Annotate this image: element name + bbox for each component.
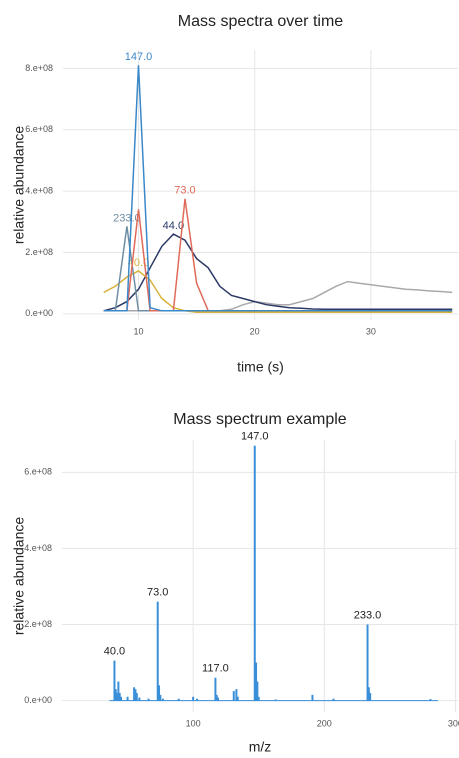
peak-label: 73.0 (147, 587, 168, 599)
bar (133, 687, 136, 701)
bar (253, 445, 256, 701)
x-axis-label: m/z (249, 739, 272, 755)
bar (369, 692, 372, 701)
y-tick-label: 8.e+08 (25, 63, 53, 73)
x-tick-label: 30 (366, 326, 376, 336)
bar (159, 694, 162, 701)
bar (366, 624, 369, 701)
bar (215, 694, 218, 701)
chart-title: Mass spectrum example (173, 411, 346, 428)
bar (156, 601, 159, 701)
y-tick-label: 4.e+08 (24, 543, 52, 553)
x-tick-label: 300 (448, 718, 459, 728)
peak-label: 40.0 (104, 646, 125, 658)
x-tick-label: 20 (250, 326, 260, 336)
bar (274, 699, 277, 701)
x-tick-label: 10 (134, 326, 144, 336)
peak-label: 233.0 (354, 609, 382, 621)
x-tick-label: 200 (317, 718, 332, 728)
bar (196, 698, 199, 701)
series-line (103, 226, 453, 312)
bar (232, 691, 235, 701)
bar (217, 697, 220, 701)
bar (256, 681, 259, 701)
y-tick-label: 2.e+08 (25, 247, 53, 257)
bar (367, 687, 370, 701)
bar (118, 692, 121, 701)
bar (114, 689, 117, 701)
bar (135, 692, 138, 701)
series-line (103, 198, 453, 312)
x-tick-label: 100 (186, 718, 201, 728)
peak-label: 73.0 (174, 185, 195, 197)
bar (311, 694, 314, 701)
bar (214, 677, 217, 701)
bar (158, 685, 161, 701)
bar (235, 689, 238, 701)
peak-label: 233.0 (113, 212, 141, 224)
bar (257, 696, 260, 701)
series-line (103, 65, 453, 312)
bar (120, 696, 123, 701)
peak-label: 44.0 (163, 220, 184, 232)
bar (126, 696, 129, 701)
y-axis-label: relative abundance (11, 517, 27, 636)
chart-title: Mass spectra over time (178, 13, 343, 30)
bar (113, 660, 116, 701)
peak-label: 147.0 (125, 51, 153, 63)
peak-label: 147.0 (241, 431, 269, 443)
y-tick-label: 2.e+08 (24, 619, 52, 629)
y-tick-label: 6.e+08 (25, 124, 53, 134)
bar (138, 697, 141, 701)
bar (161, 698, 164, 701)
bar (236, 696, 239, 701)
y-tick-label: 4.e+08 (25, 186, 53, 196)
bar (192, 696, 195, 701)
bar (429, 699, 432, 701)
peak-label: 117.0 (202, 663, 229, 675)
series-line (103, 233, 453, 312)
x-axis-label: time (s) (237, 359, 284, 375)
bar (134, 689, 137, 701)
bar (116, 692, 119, 701)
y-tick-label: 6.e+08 (24, 467, 52, 477)
bar (147, 698, 150, 701)
bar (117, 681, 120, 701)
bar (177, 698, 180, 701)
series-line (103, 270, 453, 314)
y-tick-label: 0.e+00 (25, 308, 53, 318)
y-tick-label: 0.e+00 (24, 695, 52, 705)
y-axis-label: relative abundance (11, 126, 27, 245)
bar (332, 698, 335, 701)
bar (255, 662, 258, 701)
